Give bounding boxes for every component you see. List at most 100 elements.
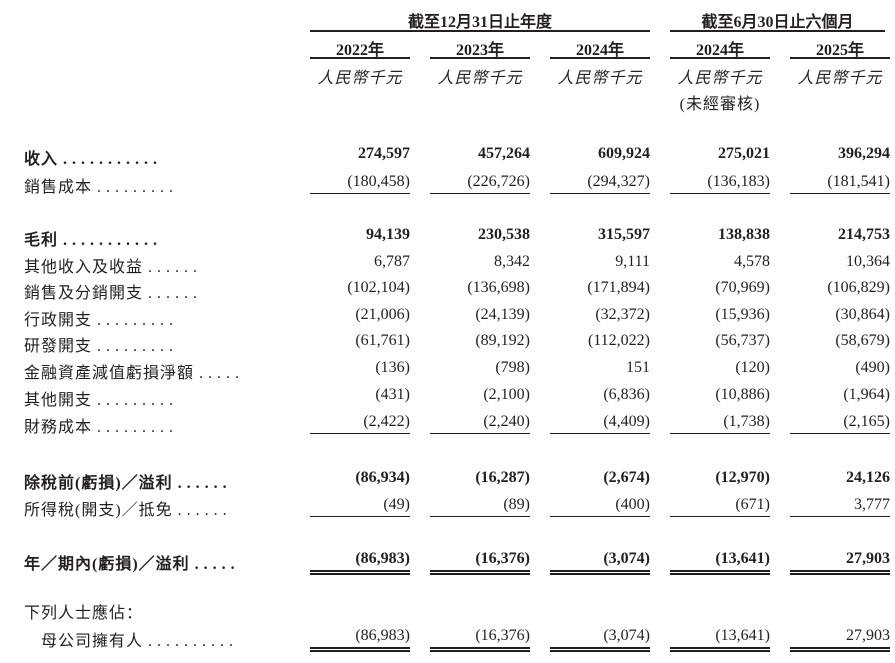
double-underline (550, 647, 650, 652)
row-value: (16,287) (475, 469, 530, 486)
row-value: 27,903 (846, 550, 890, 567)
row-value: (13,641) (715, 550, 770, 567)
row-value: (400) (615, 496, 650, 513)
column-unit: 人民幣千元 (797, 70, 883, 87)
row-value: (226,726) (467, 173, 530, 190)
row-value: 396,294 (838, 145, 890, 162)
row-value: 315,597 (598, 226, 650, 243)
row-label: 金融資產減值虧損淨額 ..... (24, 365, 245, 382)
row-value: (58,679) (835, 332, 890, 349)
column-unit: 人民幣千元 (437, 70, 523, 87)
row-label: 下列人士應佔： (24, 605, 144, 622)
row-value: (86,983) (355, 550, 410, 567)
underline (430, 433, 530, 434)
underline (430, 516, 530, 517)
column-year: 2023年 (455, 42, 504, 59)
row-value: (16,376) (475, 627, 530, 644)
row-value: (171,894) (587, 279, 650, 296)
row-value: (10,886) (715, 386, 770, 403)
divider (550, 57, 650, 59)
row-value: (24,139) (475, 306, 530, 323)
group-header-six-months: 截至6月30日止六個月 (701, 14, 854, 31)
divider (430, 57, 530, 59)
row-value: 27,903 (846, 627, 890, 644)
row-value: (2,100) (483, 386, 530, 403)
row-label: 其他收入及收益 ...... (24, 259, 203, 276)
row-value: 24,126 (846, 469, 890, 486)
row-value: (49) (383, 496, 410, 513)
double-underline (310, 647, 410, 652)
row-value: (89,192) (475, 332, 530, 349)
divider (670, 30, 885, 32)
column-note: (未經審核) (679, 96, 761, 113)
underline (310, 433, 410, 434)
row-value: 230,538 (478, 226, 530, 243)
row-value: (2,422) (363, 413, 410, 430)
row-value: (102,104) (347, 279, 410, 296)
row-value: (181,541) (827, 173, 890, 190)
row-value: 9,111 (615, 253, 650, 270)
row-value: (431) (375, 386, 410, 403)
underline (550, 433, 650, 434)
underline (550, 193, 650, 194)
row-value: (86,934) (355, 469, 410, 486)
underline (790, 433, 890, 434)
row-value: 214,753 (838, 226, 890, 243)
row-value: 151 (626, 359, 650, 376)
row-label: 財務成本 ......... (24, 419, 179, 436)
row-label: 除稅前(虧損)／溢利 ...... (24, 475, 232, 492)
row-label: 毛利 ........... (24, 232, 163, 249)
row-value: (180,458) (347, 173, 410, 190)
double-underline (670, 647, 770, 652)
divider (310, 57, 410, 59)
row-value: (120) (735, 359, 770, 376)
double-underline (430, 570, 530, 575)
row-value: 94,139 (366, 226, 410, 243)
row-value: (89) (503, 496, 530, 513)
row-value: (13,641) (715, 627, 770, 644)
row-label: 母公司擁有人 .......... (24, 633, 239, 650)
divider (310, 30, 650, 32)
underline (310, 516, 410, 517)
row-value: 609,924 (598, 145, 650, 162)
row-value: (86,983) (355, 627, 410, 644)
double-underline (790, 647, 890, 652)
row-value: 457,264 (478, 145, 530, 162)
row-value: (15,936) (715, 306, 770, 323)
underline (430, 193, 530, 194)
double-underline (790, 570, 890, 575)
row-value: (136,183) (707, 173, 770, 190)
row-value: 6,787 (374, 253, 410, 270)
column-year: 2022年 (335, 42, 384, 59)
row-value: (2,240) (483, 413, 530, 430)
column-unit: 人民幣千元 (677, 70, 763, 87)
row-value: (112,022) (587, 332, 650, 349)
row-label: 所得稅(開支)／抵免 ...... (24, 502, 232, 519)
column-year: 2024年 (575, 42, 624, 59)
row-value: (56,737) (715, 332, 770, 349)
row-value: (490) (855, 359, 890, 376)
row-value: (136) (375, 359, 410, 376)
column-unit: 人民幣千元 (557, 70, 643, 87)
row-label: 銷售及分銷開支 ...... (24, 285, 203, 302)
double-underline (670, 570, 770, 575)
row-label: 研發開支 ......... (24, 338, 179, 355)
group-header-annual: 截至12月31日止年度 (407, 14, 552, 31)
row-value: 274,597 (358, 145, 410, 162)
underline (670, 193, 770, 194)
underline (790, 516, 890, 517)
row-value: (6,836) (603, 386, 650, 403)
underline (550, 516, 650, 517)
row-value: (798) (495, 359, 530, 376)
row-value: 138,838 (718, 226, 770, 243)
row-value: (32,372) (595, 306, 650, 323)
row-value: (21,006) (355, 306, 410, 323)
row-value: (671) (735, 496, 770, 513)
underline (310, 193, 410, 194)
row-value: 3,777 (854, 496, 890, 513)
double-underline (550, 570, 650, 575)
column-unit: 人民幣千元 (317, 70, 403, 87)
row-value: (136,698) (467, 279, 530, 296)
row-value: (12,970) (715, 469, 770, 486)
